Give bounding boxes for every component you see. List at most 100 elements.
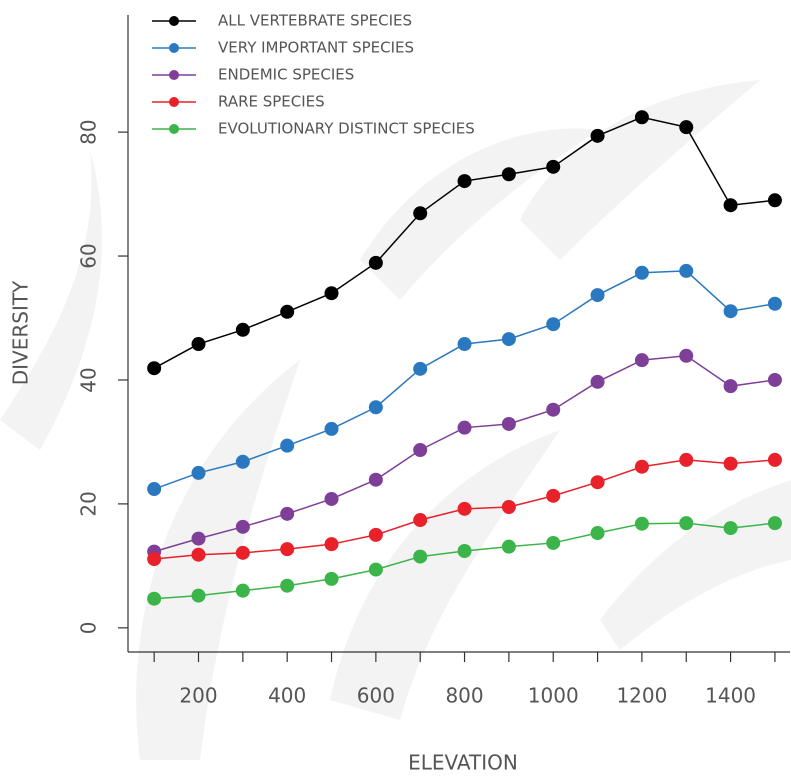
y-tick-label: 80 <box>77 119 101 144</box>
data-point <box>368 472 383 487</box>
x-tick-label: 1400 <box>705 684 756 708</box>
data-point <box>590 128 605 143</box>
data-point <box>590 288 605 303</box>
data-point <box>280 304 295 319</box>
data-point <box>147 591 162 606</box>
data-point <box>324 286 339 301</box>
data-point <box>413 549 428 564</box>
data-point <box>413 442 428 457</box>
data-point <box>147 361 162 376</box>
data-point <box>679 516 694 531</box>
data-point <box>191 337 206 352</box>
data-point <box>767 193 782 208</box>
data-point <box>546 488 561 503</box>
data-point <box>501 332 516 347</box>
data-point <box>546 402 561 417</box>
data-point <box>368 562 383 577</box>
y-axis-label: DIVERSITY <box>9 280 33 385</box>
data-point <box>634 265 649 280</box>
legend-swatch-dot <box>169 43 179 53</box>
data-point <box>679 120 694 135</box>
data-point <box>634 459 649 474</box>
data-point <box>634 516 649 531</box>
data-point <box>723 304 738 319</box>
data-point <box>191 588 206 603</box>
data-point <box>280 506 295 521</box>
data-point <box>413 513 428 528</box>
x-tick-label: 800 <box>445 684 483 708</box>
x-tick-label: 400 <box>268 684 306 708</box>
legend-label: VERY IMPORTANT SPECIES <box>218 39 414 57</box>
data-point <box>679 452 694 467</box>
data-point <box>191 547 206 562</box>
x-tick-label: 1000 <box>528 684 579 708</box>
data-point <box>679 348 694 363</box>
data-point <box>368 400 383 415</box>
data-point <box>590 526 605 541</box>
data-point <box>368 255 383 270</box>
data-point <box>280 578 295 593</box>
y-tick-label: 0 <box>77 621 101 634</box>
legend-swatch-dot <box>169 70 179 80</box>
x-axis-label: ELEVATION <box>408 751 518 775</box>
data-point <box>235 454 250 469</box>
legend-label: ENDEMIC SPECIES <box>218 66 354 84</box>
data-point <box>324 491 339 506</box>
data-point <box>767 296 782 311</box>
x-tick-label: 200 <box>179 684 217 708</box>
data-point <box>723 379 738 394</box>
data-point <box>723 198 738 213</box>
data-point <box>147 482 162 497</box>
data-point <box>679 263 694 278</box>
data-point <box>457 543 472 558</box>
data-point <box>634 353 649 368</box>
data-point <box>501 539 516 554</box>
data-point <box>324 571 339 586</box>
data-point <box>280 438 295 453</box>
data-point <box>235 519 250 534</box>
data-point <box>501 167 516 182</box>
legend-label: RARE SPECIES <box>218 93 325 111</box>
data-point <box>634 110 649 125</box>
data-point <box>457 420 472 435</box>
legend-label: ALL VERTEBRATE SPECIES <box>218 12 412 30</box>
data-point <box>767 372 782 387</box>
data-point <box>235 545 250 560</box>
data-point <box>280 542 295 557</box>
data-point <box>767 452 782 467</box>
data-point <box>723 521 738 536</box>
data-point <box>457 501 472 516</box>
data-point <box>324 421 339 436</box>
legend-swatch-dot <box>169 97 179 107</box>
data-point <box>501 500 516 515</box>
y-tick-label: 20 <box>77 491 101 516</box>
y-tick-label: 40 <box>77 367 101 392</box>
data-point <box>546 535 561 550</box>
data-point <box>767 516 782 531</box>
data-point <box>501 416 516 431</box>
legend-label: EVOLUTIONARY DISTINCT SPECIES <box>218 120 475 138</box>
x-tick-label: 1200 <box>616 684 667 708</box>
x-tick-label: 600 <box>357 684 395 708</box>
data-point <box>413 361 428 376</box>
legend-swatch-dot <box>169 124 179 134</box>
data-point <box>191 465 206 480</box>
data-point <box>546 159 561 174</box>
data-point <box>147 552 162 567</box>
data-point <box>235 322 250 337</box>
data-point <box>457 337 472 352</box>
data-point <box>590 475 605 490</box>
data-point <box>191 531 206 546</box>
data-point <box>723 456 738 471</box>
legend-swatch-dot <box>169 16 179 26</box>
y-tick-label: 60 <box>77 243 101 268</box>
background-pattern <box>0 80 791 760</box>
data-point <box>590 374 605 389</box>
data-point <box>457 174 472 189</box>
data-point <box>368 527 383 542</box>
data-point <box>546 317 561 332</box>
data-point <box>235 583 250 598</box>
data-point <box>413 206 428 221</box>
data-point <box>324 537 339 552</box>
